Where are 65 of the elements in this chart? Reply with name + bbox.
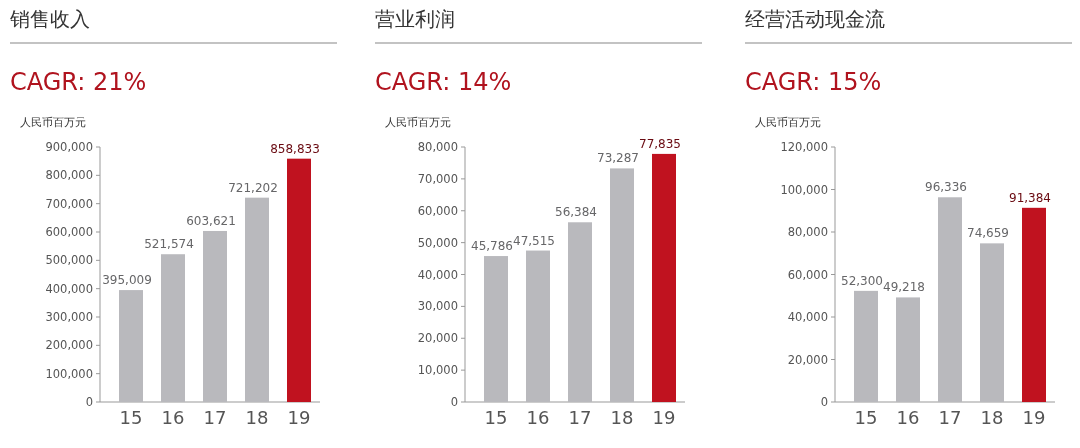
chart-subtitle: CAGR: 21% xyxy=(10,68,147,96)
y-tick-label: 0 xyxy=(85,395,93,409)
y-tick-label: 30,000 xyxy=(417,299,458,314)
y-tick-label: 0 xyxy=(450,395,458,409)
y-axis-title: 人民币百万元 xyxy=(385,116,451,129)
x-tick-label: 18 xyxy=(610,407,634,428)
y-tick-label: 400,000 xyxy=(45,281,93,296)
x-tick-label: 18 xyxy=(980,407,1004,428)
data-label: 96,336 xyxy=(925,180,967,195)
y-tick-label: 120,000 xyxy=(780,140,828,154)
x-tick-label: 15 xyxy=(854,407,878,428)
y-tick-label: 20,000 xyxy=(787,352,828,367)
y-tick-label: 40,000 xyxy=(417,267,458,282)
x-tick-label: 18 xyxy=(245,407,269,428)
y-tick-label: 80,000 xyxy=(787,225,828,239)
chart-subtitle: CAGR: 15% xyxy=(745,68,882,96)
data-label: 73,287 xyxy=(597,151,639,166)
chart-title: 经营活动现金流 xyxy=(745,7,885,31)
y-tick-label: 0 xyxy=(820,395,828,409)
y-axis-title: 人民币百万元 xyxy=(755,116,821,129)
data-label: 395,009 xyxy=(102,273,152,288)
data-label: 721,202 xyxy=(228,180,278,195)
y-tick-label: 80,000 xyxy=(417,140,458,154)
x-tick-label: 16 xyxy=(161,407,185,428)
y-tick-label: 200,000 xyxy=(45,338,93,353)
y-tick-label: 70,000 xyxy=(417,171,458,186)
chart-subtitle: CAGR: 14% xyxy=(375,68,512,96)
x-tick-label: 19 xyxy=(652,407,676,428)
data-label: 52,300 xyxy=(841,273,883,288)
chart-title: 销售收入 xyxy=(9,7,90,31)
x-tick-label: 19 xyxy=(1022,407,1046,428)
y-tick-label: 100,000 xyxy=(45,366,93,381)
y-axis-title: 人民币百万元 xyxy=(20,116,86,129)
data-label: 77,835 xyxy=(639,136,681,151)
data-label: 858,833 xyxy=(270,141,320,156)
x-tick-label: 17 xyxy=(203,407,227,428)
y-tick-label: 40,000 xyxy=(787,310,828,324)
y-tick-label: 600,000 xyxy=(45,225,93,239)
y-tick-label: 900,000 xyxy=(45,140,93,154)
y-tick-label: 700,000 xyxy=(45,196,93,211)
x-tick-label: 16 xyxy=(896,407,920,428)
y-tick-label: 100,000 xyxy=(780,182,828,197)
data-label: 521,574 xyxy=(144,237,194,252)
data-label: 49,218 xyxy=(883,280,925,295)
data-label: 91,384 xyxy=(1009,190,1051,205)
x-tick-label: 15 xyxy=(484,407,508,428)
y-tick-label: 500,000 xyxy=(45,253,93,268)
x-tick-label: 17 xyxy=(568,407,592,428)
y-tick-label: 800,000 xyxy=(45,168,93,183)
x-tick-label: 15 xyxy=(119,407,143,428)
y-tick-label: 20,000 xyxy=(417,331,458,346)
data-label: 45,786 xyxy=(471,239,513,254)
x-tick-label: 19 xyxy=(287,407,311,428)
y-tick-label: 50,000 xyxy=(417,235,458,250)
y-tick-label: 300,000 xyxy=(45,310,93,324)
data-label: 47,515 xyxy=(513,233,555,248)
data-label: 74,659 xyxy=(967,226,1009,241)
y-tick-label: 60,000 xyxy=(787,267,828,282)
x-tick-label: 16 xyxy=(526,407,550,428)
y-tick-label: 60,000 xyxy=(417,203,458,218)
chart-title: 营业利润 xyxy=(375,7,455,31)
y-tick-label: 10,000 xyxy=(417,363,458,378)
x-tick-label: 17 xyxy=(938,407,962,428)
data-label: 603,621 xyxy=(186,213,236,228)
data-label: 56,384 xyxy=(555,205,597,220)
